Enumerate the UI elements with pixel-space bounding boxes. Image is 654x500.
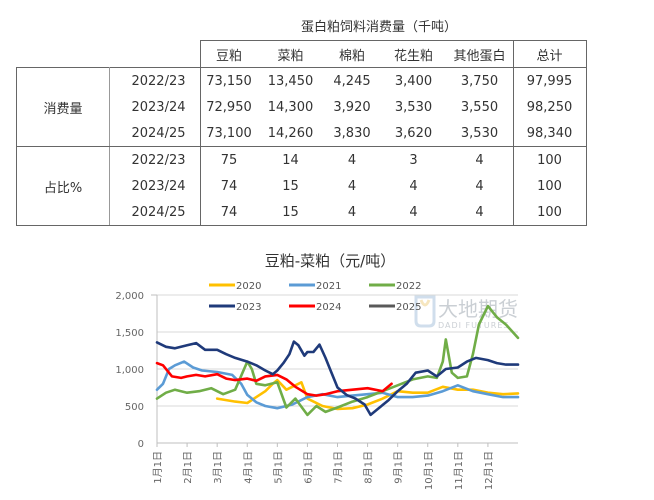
column-header: 花生粕 (380, 40, 447, 68)
x-tick-label: 9月1日 (393, 451, 405, 484)
series-line-2020 (215, 378, 520, 411)
year-cell: 2022/23 (131, 152, 186, 168)
watermark-text-en: DADI FUTURES (438, 321, 509, 330)
section-label: 占比% (16, 146, 110, 226)
table-cell: 4 (409, 178, 418, 194)
watermark-text-cn: 大地期货 (438, 297, 518, 321)
legend-label: 2020 (236, 281, 261, 292)
x-tick-label: 3月1日 (212, 451, 224, 484)
y-axis: 0 500 1,000 1,500 2,000 (115, 291, 158, 450)
feed-consumption-table: 豆粕 菜粕 棉粕 花生粕 其他蛋白 总计 消费量 2022/23 73,150 … (16, 40, 587, 226)
table-cell: 13,450 (257, 67, 324, 94)
x-axis: 1月1日 2月1日 3月1日 4月1日 5月1日 6月1日 7月1日 8月1日 9月1日 10月1… (152, 442, 518, 490)
legend-label: 2021 (316, 281, 341, 292)
table-cell: 3 (409, 152, 418, 168)
table-cell: 3,530 (394, 99, 433, 115)
table-row: 2024/25 74 15 4 4 4 100 (17, 199, 587, 226)
table-cell: 72,950 (199, 94, 258, 120)
table-cell: 14 (282, 152, 299, 168)
table-cell: 73,150 (199, 67, 258, 94)
table-row: 占比% 2022/23 75 14 4 3 4 100 (16, 146, 587, 226)
table-cell: 74 (199, 173, 258, 199)
table-cell: 3,530 (446, 120, 513, 147)
table-cell: 15 (282, 178, 299, 194)
table-cell: 4 (475, 152, 484, 168)
year-cell: 2023/24 (131, 99, 186, 115)
year-cell: 2022/23 (109, 67, 200, 94)
table-cell: 4 (347, 178, 357, 194)
column-header: 总计 (512, 40, 587, 68)
x-tick-label: 8月1日 (363, 451, 375, 484)
chart-legend: 2020 2021 2022 2023 2024 2025 (209, 281, 421, 313)
table-cell: 100 (512, 146, 587, 173)
table-cell: 14,300 (267, 99, 314, 115)
table-row: 2023/24 74 15 4 4 4 100 (17, 173, 587, 199)
series-line-2022 (155, 304, 520, 417)
table-cell: 73,100 (199, 120, 258, 147)
x-tick-label: 7月1日 (333, 451, 345, 484)
column-header: 棉粕 (323, 40, 381, 68)
table-row: 2024/25 73,100 14,260 3,830 3,620 3,530 … (17, 120, 587, 147)
x-tick-label: 2月1日 (182, 451, 194, 484)
series-line-2021 (155, 360, 520, 410)
table-header-row: 豆粕 菜粕 棉粕 花生粕 其他蛋白 总计 (17, 40, 587, 68)
table-row: 消费量 2022/23 73,150 13,450 4,245 3,400 3,… (16, 67, 587, 147)
column-header: 其他蛋白 (446, 40, 513, 68)
table-cell: 4 (380, 199, 447, 226)
x-tick-label: 11月1日 (453, 451, 465, 490)
table-cell: 75 (199, 146, 258, 173)
year-cell: 2024/25 (109, 120, 200, 147)
table-cell: 74 (199, 199, 258, 226)
column-header: 豆粕 (199, 40, 258, 68)
table-cell: 3,920 (333, 99, 371, 115)
table-cell: 4 (347, 152, 357, 168)
y-tick-label: 2,000 (115, 291, 144, 302)
legend-label: 2025 (396, 302, 421, 313)
x-tick-label: 10月1日 (423, 451, 435, 490)
chart-series (155, 304, 520, 417)
table-title: 蛋白粕饲料消费量（千吨） (300, 20, 457, 35)
table-cell: 4 (323, 199, 381, 226)
table-cell: 3,550 (460, 99, 499, 115)
x-tick-label: 5月1日 (272, 451, 284, 484)
line-chart: 0 500 1,000 1,500 2,000 1月1日 2月1日 3月1日 4月1日 5月1日… (115, 281, 520, 490)
x-tick-label: 6月1日 (302, 451, 314, 484)
legend-label: 2023 (236, 302, 261, 313)
table-cell: 3,620 (380, 120, 447, 147)
table-cell: 3,750 (446, 67, 513, 94)
y-tick-label: 1,500 (115, 328, 144, 339)
watermark-logo: 大地期货 DADI FUTURES (414, 295, 518, 330)
legend-label: 2022 (396, 281, 421, 292)
x-tick-label: 4月1日 (242, 451, 254, 484)
table-cell: 100 (512, 199, 587, 226)
table-cell: 14,260 (257, 120, 324, 147)
x-tick-label: 12月1日 (483, 451, 495, 490)
column-header: 菜粕 (257, 40, 324, 68)
year-cell: 2024/25 (109, 199, 200, 226)
table-row: 2023/24 72,950 14,300 3,920 3,530 3,550 … (17, 94, 587, 120)
table-cell: 4,245 (323, 67, 381, 94)
table-cell: 100 (512, 173, 587, 199)
section-label: 消费量 (16, 67, 110, 147)
table-cell: 97,995 (512, 67, 587, 94)
chart-gridlines (157, 294, 518, 407)
series-line-2023 (155, 340, 520, 417)
year-cell: 2023/24 (131, 178, 186, 194)
y-tick-label: 1,000 (115, 365, 144, 376)
y-tick-label: 0 (138, 439, 144, 450)
table-cell: 98,340 (512, 120, 587, 147)
table-cell: 15 (257, 199, 324, 226)
table-cell: 3,830 (323, 120, 381, 147)
table-cell: 4 (446, 199, 513, 226)
x-tick-label: 1月1日 (152, 451, 164, 484)
y-tick-label: 500 (125, 402, 144, 413)
chart-title: 豆粕-菜粕（元/吨） (264, 252, 396, 270)
table-cell: 3,400 (380, 67, 447, 94)
table-cell: 98,250 (512, 94, 587, 120)
table-cell: 4 (475, 178, 484, 194)
legend-label: 2024 (316, 302, 341, 313)
